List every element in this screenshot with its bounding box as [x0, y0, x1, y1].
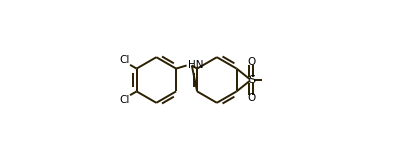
Text: O: O — [248, 93, 255, 103]
Text: S: S — [248, 75, 255, 85]
Text: Cl: Cl — [119, 96, 129, 105]
Text: HN: HN — [188, 60, 204, 70]
Text: O: O — [248, 57, 255, 67]
Text: Cl: Cl — [119, 55, 129, 64]
